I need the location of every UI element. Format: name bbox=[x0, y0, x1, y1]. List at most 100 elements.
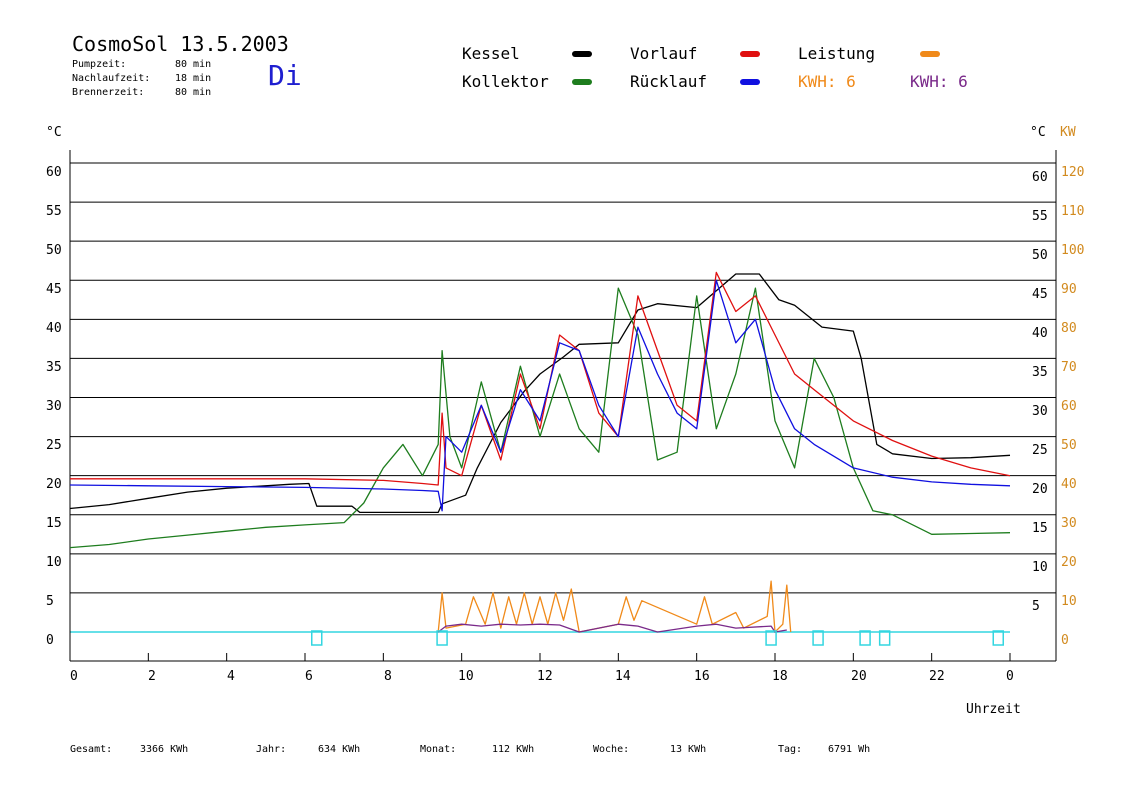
right-axis-unit-kw: KW bbox=[1060, 125, 1076, 140]
legend-kwh-orange: KWH: 6 bbox=[798, 72, 856, 91]
pump-mark bbox=[812, 630, 824, 646]
right-kw-tick-label: 30 bbox=[1061, 516, 1077, 531]
x-tick-label: 16 bbox=[694, 669, 710, 684]
x-tick-label: 0 bbox=[70, 669, 78, 684]
x-tick-label: 10 bbox=[458, 669, 474, 684]
series-line-kwh bbox=[437, 623, 787, 633]
left-tick-label: 45 bbox=[46, 282, 62, 297]
left-tick-label: 15 bbox=[46, 516, 62, 531]
legend-kwh-purple: KWH: 6 bbox=[910, 72, 968, 91]
legend-ruecklauf-swatch bbox=[740, 79, 760, 85]
right-kw-tick-label: 40 bbox=[1061, 477, 1077, 492]
left-tick-label: 55 bbox=[46, 204, 62, 219]
pump-mark bbox=[878, 630, 891, 646]
left-tick-label: 60 bbox=[46, 165, 62, 180]
right-axis-unit-c: °C bbox=[1030, 125, 1046, 140]
legend-kollektor-swatch bbox=[572, 79, 592, 85]
right-c-tick-label: 55 bbox=[1032, 209, 1048, 224]
legend-vorlauf-swatch bbox=[740, 51, 760, 57]
footer-monat-value: 112 KWh bbox=[492, 744, 535, 755]
right-c-tick-label: 5 bbox=[1032, 599, 1040, 614]
pump-mark bbox=[436, 630, 448, 646]
param-value-brennerzeit: 80 min bbox=[175, 87, 212, 98]
pump-mark bbox=[765, 630, 777, 646]
x-tick-label: 14 bbox=[615, 669, 631, 684]
legend-kessel-swatch bbox=[572, 51, 592, 57]
x-tick-label: 8 bbox=[384, 669, 392, 684]
param-label-pumpzeit: Pumpzeit: bbox=[72, 59, 127, 70]
left-tick-label: 50 bbox=[46, 243, 62, 258]
right-c-tick-label: 40 bbox=[1032, 326, 1048, 341]
right-c-tick-label: 30 bbox=[1032, 404, 1048, 419]
x-tick-label: 6 bbox=[305, 669, 313, 684]
right-kw-tick-label: 10 bbox=[1061, 594, 1077, 609]
left-tick-label: 35 bbox=[46, 360, 62, 375]
right-kw-tick-label: 90 bbox=[1061, 282, 1077, 297]
series-line-rücklauf bbox=[69, 279, 1011, 512]
chart-title: CosmoSol 13.5.2003 bbox=[72, 32, 289, 56]
right-kw-tick-label: 110 bbox=[1061, 204, 1085, 219]
x-tick-label: 12 bbox=[537, 669, 553, 684]
right-kw-tick-label: 100 bbox=[1061, 243, 1085, 258]
param-label-brennerzeit: Brennerzeit: bbox=[72, 87, 145, 98]
right-kw-tick-label: 80 bbox=[1061, 321, 1077, 336]
left-tick-label: 25 bbox=[46, 438, 62, 453]
left-axis-unit: °C bbox=[46, 125, 62, 140]
right-kw-tick-label: 60 bbox=[1061, 399, 1077, 414]
x-tick-label: 4 bbox=[227, 669, 235, 684]
param-label-nachlaufzeit: Nachlaufzeit: bbox=[72, 73, 151, 84]
footer-woche-label: Woche: bbox=[593, 744, 630, 755]
weekday-label: Di bbox=[268, 59, 302, 92]
footer-gesamt-label: Gesamt: bbox=[70, 744, 113, 755]
footer-tag-label: Tag: bbox=[778, 744, 803, 755]
param-value-pumpzeit: 80 min bbox=[175, 59, 212, 70]
right-c-tick-label: 35 bbox=[1032, 365, 1048, 380]
legend-ruecklauf: Rücklauf bbox=[630, 72, 708, 91]
pump-mark bbox=[859, 630, 871, 646]
series-line-leistung bbox=[437, 580, 792, 633]
left-tick-label: 40 bbox=[46, 321, 62, 336]
footer-tag-value: 6791 Wh bbox=[828, 744, 871, 755]
footer-gesamt-value: 3366 KWh bbox=[140, 744, 189, 755]
right-kw-tick-label: 0 bbox=[1061, 633, 1069, 648]
legend-vorlauf: Vorlauf bbox=[630, 44, 698, 63]
series-line-kollektor bbox=[69, 287, 1011, 549]
series-line-kessel bbox=[69, 273, 1011, 514]
left-tick-label: 10 bbox=[46, 555, 62, 570]
left-tick-label: 5 bbox=[46, 594, 54, 609]
footer-jahr-value: 634 KWh bbox=[318, 744, 361, 755]
legend-kessel: Kessel bbox=[462, 44, 520, 63]
series-line-vorlauf bbox=[70, 271, 1011, 486]
x-tick-label: 20 bbox=[851, 669, 867, 684]
right-c-tick-label: 15 bbox=[1032, 521, 1048, 536]
legend-leistung: Leistung bbox=[798, 44, 876, 63]
legend-kollektor: Kollektor bbox=[462, 72, 549, 91]
x-axis-label: Uhrzeit bbox=[966, 702, 1021, 717]
x-tick-label: 22 bbox=[929, 669, 945, 684]
legend-leistung-swatch bbox=[920, 51, 940, 57]
right-kw-tick-label: 20 bbox=[1061, 555, 1077, 570]
right-c-tick-label: 25 bbox=[1032, 443, 1048, 458]
left-tick-label: 20 bbox=[46, 477, 62, 492]
right-kw-tick-label: 120 bbox=[1061, 165, 1085, 180]
x-tick-label: 2 bbox=[148, 669, 156, 684]
right-c-tick-label: 10 bbox=[1032, 560, 1048, 575]
footer-jahr-label: Jahr: bbox=[256, 744, 287, 755]
right-kw-tick-label: 70 bbox=[1061, 360, 1077, 375]
x-tick-label: 0 bbox=[1006, 669, 1014, 684]
right-c-tick-label: 45 bbox=[1032, 287, 1048, 302]
pump-mark bbox=[992, 630, 1004, 646]
right-c-tick-label: 50 bbox=[1032, 248, 1048, 263]
pump-mark bbox=[311, 630, 323, 646]
right-c-tick-label: 20 bbox=[1032, 482, 1048, 497]
x-tick-label: 18 bbox=[772, 669, 788, 684]
right-kw-tick-label: 50 bbox=[1061, 438, 1077, 453]
left-tick-label: 0 bbox=[46, 633, 54, 648]
right-c-tick-label: 60 bbox=[1032, 170, 1048, 185]
left-tick-label: 30 bbox=[46, 399, 62, 414]
param-value-nachlaufzeit: 18 min bbox=[175, 73, 212, 84]
footer-monat-label: Monat: bbox=[420, 744, 457, 755]
footer-woche-value: 13 KWh bbox=[670, 744, 707, 755]
